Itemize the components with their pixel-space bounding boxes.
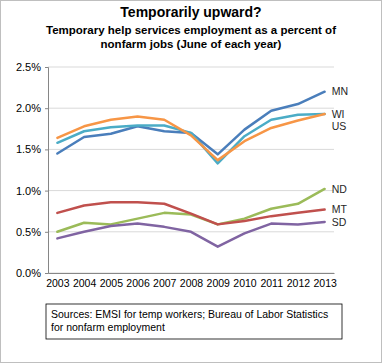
frame xyxy=(1,1,382,363)
x-tick: 2012 xyxy=(287,277,311,289)
x-tick-label: 2006 xyxy=(126,277,150,289)
y-tick: 2.0% xyxy=(16,102,48,114)
y-tick-mark xyxy=(45,232,48,233)
x-tick: 2008 xyxy=(180,277,204,289)
grid-line xyxy=(48,108,334,109)
y-axis: 0.0% 0.5% 1.0% 1.5% 2.0% 2.5% xyxy=(16,61,49,279)
series-label: ND xyxy=(332,183,348,195)
x-tick: 2004 xyxy=(73,277,97,289)
x-tick-label: 2011 xyxy=(260,277,283,289)
series-line xyxy=(57,202,324,224)
x-axis-line xyxy=(49,273,335,274)
y-tick-label: 2.0% xyxy=(16,102,41,114)
x-tick: 2010 xyxy=(233,277,257,289)
x-tick: 2003 xyxy=(46,277,70,289)
x-tick: 2013 xyxy=(313,277,337,289)
y-tick-mark xyxy=(45,191,48,192)
grid-line xyxy=(48,190,334,191)
annotation: Sources: EMSI for temp workers; Bureau o… xyxy=(51,308,328,333)
x-tick-label: 2007 xyxy=(153,277,177,289)
x-tick-label: 2005 xyxy=(100,277,124,289)
grid-line xyxy=(48,273,334,274)
y-tick: 1.0% xyxy=(16,185,48,197)
series-line xyxy=(57,189,324,232)
series-line xyxy=(57,114,324,163)
x-axis: 200320042005200620072008200920102011 2012… xyxy=(46,274,337,290)
x-tick-label: 2008 xyxy=(180,277,204,289)
x-tick-label: 2009 xyxy=(207,277,231,289)
grid xyxy=(48,67,334,273)
y-tick-label: 1.0% xyxy=(16,185,41,197)
x-tick: 2006 xyxy=(126,277,150,289)
y-tick: 2.5% xyxy=(16,61,48,73)
y-axis-line xyxy=(45,68,49,274)
series-line xyxy=(57,114,324,160)
series-label: MT xyxy=(332,203,348,215)
grid-line xyxy=(48,149,334,150)
x-tick: 2005 xyxy=(100,277,124,289)
y-tick-mark xyxy=(45,67,48,68)
grid-line xyxy=(48,67,334,68)
y-tick-label: 1.5% xyxy=(16,143,41,155)
y-tick: 1.5% xyxy=(16,143,48,155)
y-tick: 0.5% xyxy=(16,226,48,238)
x-tick-label: 2012 xyxy=(287,277,311,289)
y-tick-mark xyxy=(45,108,48,109)
series-line xyxy=(57,222,324,247)
x-tick-label: 2003 xyxy=(46,277,70,289)
y-tick-label: 0.0% xyxy=(16,267,41,279)
x-tick-label: 2013 xyxy=(313,277,337,289)
title: Temporarily upward? xyxy=(120,4,261,20)
source-frame xyxy=(46,304,342,339)
plot-area xyxy=(57,92,324,247)
y-tick: 0.0% xyxy=(16,267,48,279)
x-tick-label: 2010 xyxy=(233,277,257,289)
x-tick-label: 2004 xyxy=(73,277,97,289)
x-tick: 2011 xyxy=(260,277,283,289)
series-label: SD xyxy=(332,216,347,228)
series-label: US xyxy=(332,120,347,132)
y-tick-mark xyxy=(45,149,48,150)
y-tick-mark xyxy=(45,273,48,274)
series-label: WI xyxy=(332,108,345,120)
series-labels: MN WIUS ND MTSD xyxy=(332,85,348,227)
chart: Temporarily upward? Temporary help servic… xyxy=(0,0,382,363)
series-label: MN xyxy=(332,85,348,97)
x-tick: 2009 xyxy=(207,277,231,289)
y-tick-label: 2.5% xyxy=(16,61,41,73)
x-tick: 2007 xyxy=(153,277,177,289)
subtitle: Temporary help services employment as a … xyxy=(46,24,336,50)
y-tick-label: 0.5% xyxy=(16,226,41,238)
source-box: Sources: EMSI for temp workers; Bureau o… xyxy=(46,304,342,339)
